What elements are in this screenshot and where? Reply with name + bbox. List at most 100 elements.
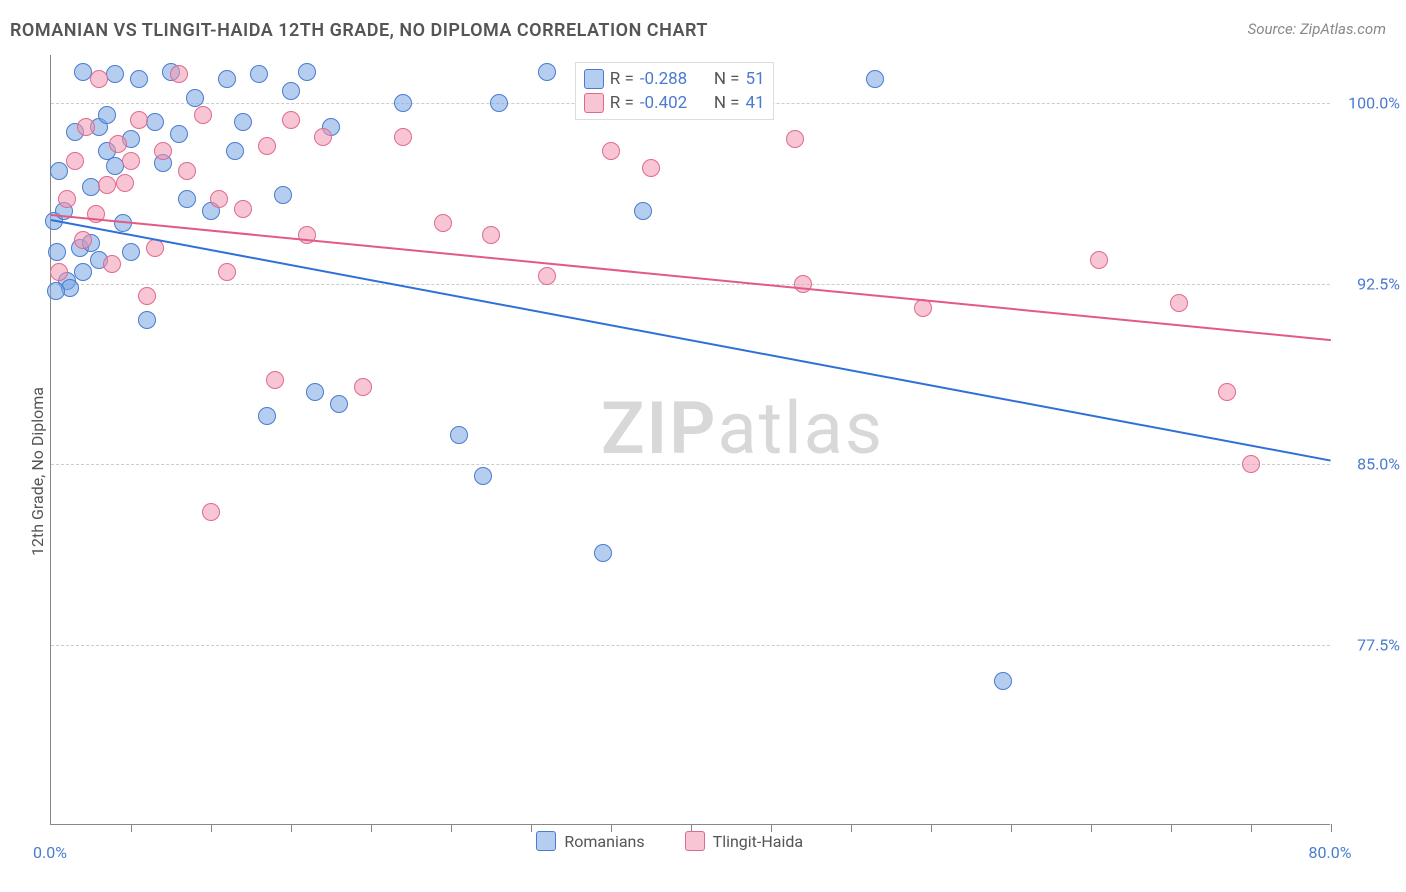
bottom-legend: Romanians Tlingit-Haida xyxy=(536,831,803,851)
x-tick xyxy=(1091,824,1092,832)
x-tick xyxy=(1331,824,1332,832)
legend-item: Romanians xyxy=(536,831,644,851)
data-point xyxy=(202,503,220,521)
x-tick xyxy=(931,824,932,832)
data-point xyxy=(258,407,276,425)
data-point xyxy=(226,142,244,160)
data-point xyxy=(122,243,140,261)
data-point xyxy=(394,128,412,146)
data-point xyxy=(178,190,196,208)
data-point xyxy=(298,226,316,244)
data-point xyxy=(306,383,324,401)
data-point xyxy=(266,371,284,389)
gridline xyxy=(51,645,1330,646)
data-point xyxy=(250,65,268,83)
legend-swatch xyxy=(584,93,604,113)
x-tick xyxy=(531,824,532,832)
legend-r-label: R = xyxy=(610,69,634,89)
data-point xyxy=(138,311,156,329)
data-point xyxy=(106,65,124,83)
legend-n-label: N = xyxy=(714,93,740,113)
data-point xyxy=(234,200,252,218)
chart-container: ROMANIAN VS TLINGIT-HAIDA 12TH GRADE, NO… xyxy=(0,0,1406,892)
legend-n-label: N = xyxy=(714,69,740,89)
chart-title: ROMANIAN VS TLINGIT-HAIDA 12TH GRADE, NO… xyxy=(10,20,708,41)
data-point xyxy=(482,226,500,244)
data-point xyxy=(218,70,236,88)
data-point xyxy=(434,214,452,232)
data-point xyxy=(866,70,884,88)
y-tick-label: 77.5% xyxy=(1340,635,1400,654)
x-tick xyxy=(851,824,852,832)
data-point xyxy=(116,174,134,192)
legend-swatch xyxy=(536,831,556,851)
data-point xyxy=(138,287,156,305)
gridline xyxy=(51,284,1330,285)
watermark-zip: ZIP xyxy=(601,386,717,471)
data-point xyxy=(786,130,804,148)
data-point xyxy=(154,142,172,160)
x-tick xyxy=(371,824,372,832)
data-point xyxy=(74,263,92,281)
data-point xyxy=(194,106,212,124)
legend-stats-row: R =-0.402N =41 xyxy=(584,91,765,115)
data-point xyxy=(594,544,612,562)
legend-series-name: Tlingit-Haida xyxy=(713,832,803,851)
legend-r-value: -0.288 xyxy=(640,69,700,89)
data-point xyxy=(538,63,556,81)
legend-series-name: Romanians xyxy=(564,832,644,851)
data-point xyxy=(538,267,556,285)
data-point xyxy=(1090,251,1108,269)
data-point xyxy=(1218,383,1236,401)
x-axis-min-label: 0.0% xyxy=(33,843,67,862)
x-axis-max-label: 80.0% xyxy=(1309,843,1352,862)
data-point xyxy=(146,113,164,131)
data-point xyxy=(170,65,188,83)
legend-item: Tlingit-Haida xyxy=(685,831,803,851)
gridline xyxy=(51,464,1330,465)
x-tick xyxy=(291,824,292,832)
legend-swatch xyxy=(685,831,705,851)
data-point xyxy=(66,152,84,170)
data-point xyxy=(90,70,108,88)
data-point xyxy=(50,263,68,281)
watermark: ZIPatlas xyxy=(601,386,884,471)
data-point xyxy=(354,378,372,396)
data-point xyxy=(98,176,116,194)
data-point xyxy=(634,202,652,220)
data-point xyxy=(298,63,316,81)
legend-n-value: 51 xyxy=(746,69,765,89)
y-tick-label: 100.0% xyxy=(1340,94,1400,113)
data-point xyxy=(1170,294,1188,312)
x-tick xyxy=(1011,824,1012,832)
trend-line xyxy=(51,219,1331,462)
data-point xyxy=(58,190,76,208)
watermark-atlas: atlas xyxy=(717,386,884,471)
data-point xyxy=(282,111,300,129)
data-point xyxy=(98,106,116,124)
data-point xyxy=(210,190,228,208)
data-point xyxy=(77,118,95,136)
data-point xyxy=(103,255,121,273)
data-point xyxy=(218,263,236,281)
x-tick xyxy=(1171,824,1172,832)
data-point xyxy=(50,162,68,180)
data-point xyxy=(274,186,292,204)
data-point xyxy=(186,89,204,107)
data-point xyxy=(82,178,100,196)
x-tick xyxy=(451,824,452,832)
legend-r-label: R = xyxy=(610,93,634,113)
data-point xyxy=(474,467,492,485)
data-point xyxy=(330,395,348,413)
legend-stats-row: R = -0.288 N = 51 xyxy=(584,67,765,91)
y-tick-label: 92.5% xyxy=(1340,274,1400,293)
data-point xyxy=(258,137,276,155)
x-tick xyxy=(131,824,132,832)
data-point xyxy=(170,125,188,143)
legend-swatch xyxy=(584,69,604,89)
legend-r-value: -0.402 xyxy=(640,93,700,113)
data-point xyxy=(994,672,1012,690)
data-point xyxy=(394,94,412,112)
data-point xyxy=(234,113,252,131)
data-point xyxy=(450,426,468,444)
